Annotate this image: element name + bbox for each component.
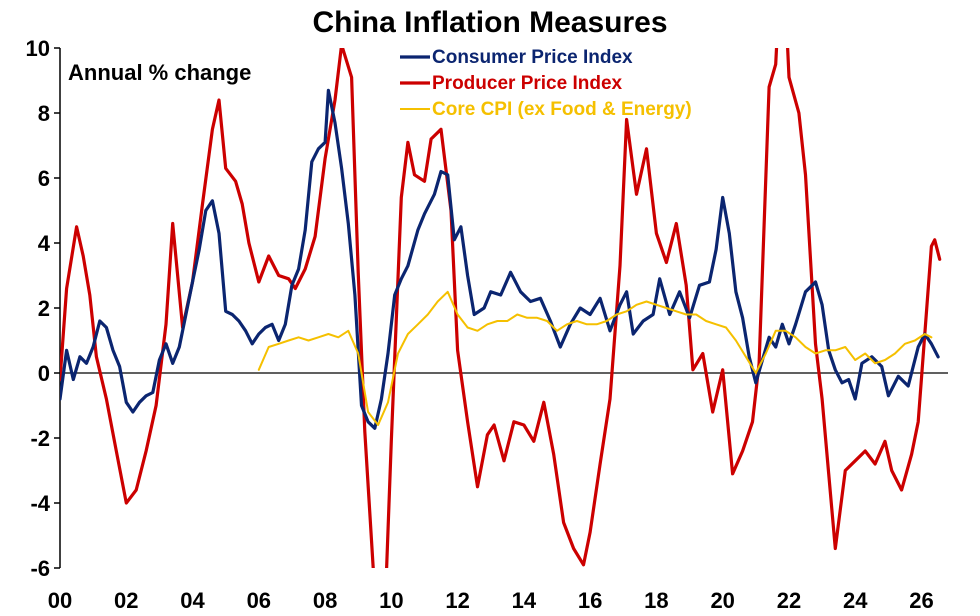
legend: Consumer Price Index Producer Price Index… [400,47,692,120]
x-tick-label: 24 [843,588,868,613]
x-tick-label: 16 [578,588,602,613]
y-tick-label: -4 [30,491,50,516]
y-tick-label: -2 [30,426,50,451]
y-axis-ticks: 10 8 6 4 2 0 -2 -4 -6 [26,36,60,581]
x-tick-label: 22 [777,588,801,613]
x-tick-label: 02 [114,588,138,613]
y-tick-label: -6 [30,556,50,581]
y-tick-label: 6 [38,166,50,191]
x-tick-label: 10 [379,588,403,613]
y-tick-label: 2 [38,296,50,321]
legend-label-2: Core CPI (ex Food & Energy) [432,99,692,120]
x-tick-label: 12 [445,588,469,613]
legend-label-1: Producer Price Index [432,73,623,94]
y-tick-label: 0 [38,361,50,386]
series-line-1 [60,48,942,568]
series-line-0 [60,88,940,430]
series-line-2 [257,290,933,426]
y-tick-label: 10 [26,36,50,61]
legend-label-0: Consumer Price Index [432,47,633,68]
x-tick-label: 08 [313,588,337,613]
x-tick-label: 04 [180,588,205,613]
x-tick-label: 18 [644,588,668,613]
x-tick-label: 06 [247,588,271,613]
x-tick-label: 00 [48,588,72,613]
x-axis-ticks: 00 02 04 06 08 10 12 14 16 18 20 22 24 26 [48,588,934,613]
units-annotation: Annual % change [68,60,251,85]
y-tick-label: 8 [38,101,50,126]
x-tick-label: 14 [512,588,537,613]
y-tick-label: 4 [38,231,51,256]
x-tick-label: 20 [710,588,734,613]
chart-title: China Inflation Measures [312,6,667,39]
x-tick-label: 26 [909,588,933,613]
plot-area [60,48,942,568]
